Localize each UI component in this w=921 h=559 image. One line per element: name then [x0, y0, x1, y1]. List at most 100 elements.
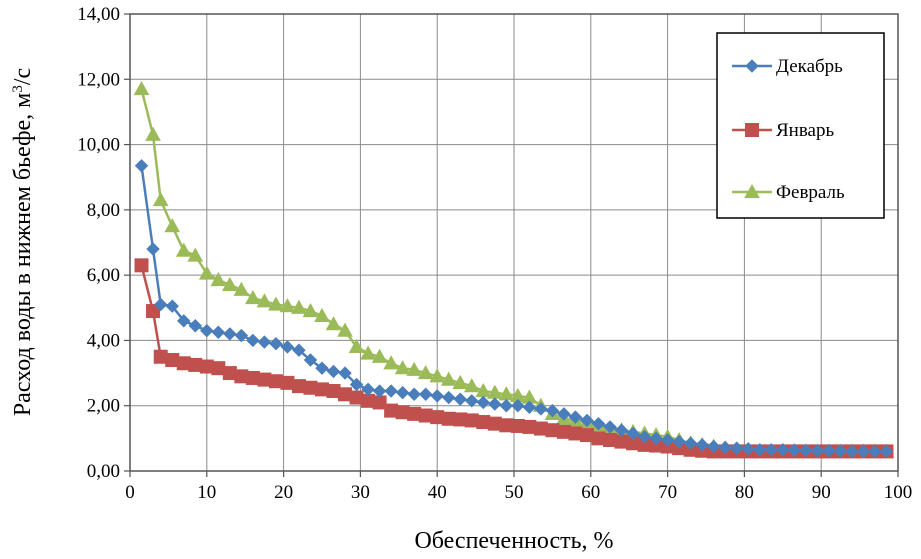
legend-swatch-marker	[745, 123, 759, 137]
legend-item: Декабрь	[732, 56, 843, 77]
x-tick-label: 0	[125, 482, 135, 503]
series-1	[134, 159, 894, 459]
x-axis-ticks: 0 10 20 30 40 50 60 70 80 90 100	[125, 471, 912, 503]
x-tick-label: 70	[658, 482, 677, 503]
data-point	[465, 394, 479, 408]
data-point	[557, 407, 571, 421]
data-point	[133, 81, 150, 96]
x-tick-label: 20	[274, 482, 293, 503]
data-point	[348, 338, 365, 354]
data-point	[418, 387, 433, 401]
data-point	[198, 265, 215, 280]
data-point	[211, 325, 226, 339]
x-tick-label: 10	[197, 482, 216, 503]
data-point	[268, 296, 284, 311]
data-point	[146, 242, 160, 256]
data-point	[326, 364, 341, 379]
x-tick-label: 100	[884, 482, 913, 503]
legend-item: Февраль	[732, 182, 845, 203]
data-point	[383, 355, 399, 370]
x-axis-title: Обеспеченность, %	[414, 528, 613, 554]
data-point	[430, 389, 444, 403]
data-point	[134, 159, 149, 173]
data-point	[706, 439, 721, 454]
data-point	[302, 303, 319, 318]
data-point	[256, 293, 273, 308]
data-point	[325, 316, 342, 331]
data-point	[145, 126, 161, 141]
data-point	[154, 297, 168, 312]
legend-items: Декабрь Январь Февраль	[732, 56, 845, 203]
data-point	[177, 314, 191, 328]
legend-swatch-marker	[745, 59, 759, 73]
data-point	[534, 402, 548, 416]
data-point	[210, 272, 227, 287]
data-point	[440, 371, 457, 386]
data-point	[614, 423, 629, 437]
y-tick-label: 14,00	[77, 4, 120, 25]
data-point	[580, 413, 594, 428]
legend-label: Декабрь	[776, 56, 843, 77]
x-tick-label: 40	[428, 482, 447, 503]
data-point	[245, 289, 261, 305]
data-point	[603, 420, 617, 434]
data-point	[568, 410, 583, 424]
data-point	[291, 299, 307, 314]
x-tick-label: 90	[812, 482, 831, 503]
data-point	[314, 307, 330, 323]
legend-label: Январь	[776, 120, 834, 141]
data-point	[134, 258, 149, 273]
y-tick-label: 12,00	[77, 69, 120, 90]
data-point	[856, 444, 871, 459]
y-tick-label: 2,00	[87, 396, 120, 417]
data-point	[660, 433, 675, 447]
data-point	[234, 328, 249, 343]
data-point	[417, 365, 434, 380]
data-point	[233, 281, 250, 296]
data-point	[463, 378, 480, 393]
data-point	[280, 340, 295, 354]
data-point	[371, 348, 388, 363]
data-point	[407, 387, 421, 401]
legend-swatch-marker	[744, 183, 760, 199]
data-point	[476, 395, 490, 410]
data-point	[395, 385, 410, 400]
y-tick-label: 10,00	[77, 135, 120, 156]
data-point	[672, 434, 686, 449]
data-point	[292, 343, 306, 357]
x-tick-label: 30	[351, 482, 370, 503]
data-point	[787, 443, 802, 457]
data-point	[499, 399, 514, 413]
data-point	[764, 443, 778, 457]
x-tick-label: 50	[505, 482, 524, 503]
data-point	[822, 444, 836, 458]
data-point	[511, 399, 525, 413]
data-point	[221, 276, 238, 292]
data-point	[337, 322, 353, 337]
data-point	[338, 366, 352, 380]
data-point	[152, 192, 169, 207]
data-point	[488, 397, 502, 411]
data-point	[799, 443, 813, 458]
y-tick-label: 0,00	[87, 461, 120, 482]
data-point	[522, 400, 537, 415]
data-point	[545, 403, 560, 418]
data-point	[303, 353, 318, 367]
data-point	[453, 392, 467, 406]
data-point	[246, 333, 260, 348]
data-point	[637, 430, 652, 444]
legend-label: Февраль	[776, 182, 845, 203]
y-axis-ticks: 0,00 2,00 4,00 6,00 8,00 10,00 12,00 14,00	[77, 4, 130, 482]
y-tick-label: 8,00	[87, 200, 120, 221]
data-point	[718, 440, 732, 455]
data-point	[591, 416, 606, 431]
data-point	[649, 431, 663, 446]
data-point	[257, 335, 272, 349]
data-point	[200, 323, 214, 338]
data-point	[879, 444, 894, 459]
data-point	[429, 368, 446, 383]
data-point	[279, 298, 296, 313]
data-point	[175, 242, 192, 257]
data-point	[360, 345, 376, 360]
